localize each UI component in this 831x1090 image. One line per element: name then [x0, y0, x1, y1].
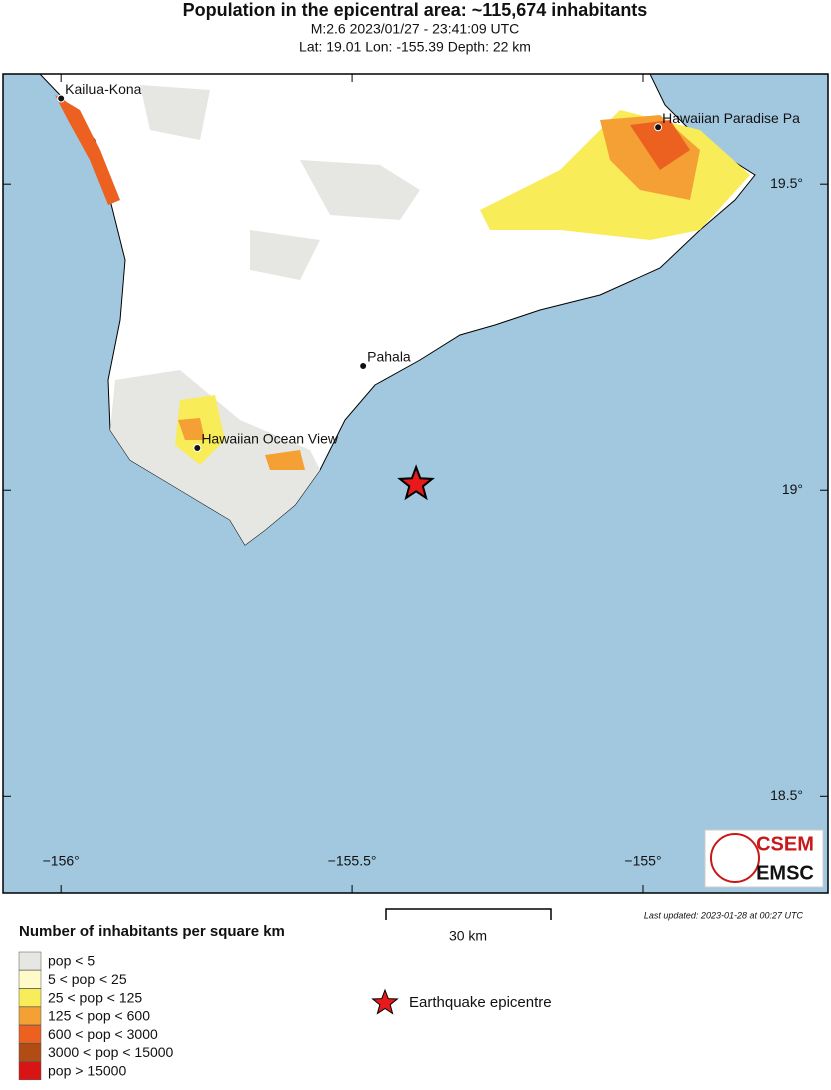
epicentre [397, 464, 435, 501]
scale-label: 30 km [449, 928, 487, 944]
legend-label: 125 < pop < 600 [48, 1008, 150, 1024]
place-label: Hawaiian Paradise Pa [662, 110, 800, 126]
place-dot [359, 361, 368, 370]
pop-area [110, 370, 320, 545]
logo-text: CSEM [756, 833, 814, 855]
place-dot [57, 94, 66, 103]
legend-label: pop > 15000 [48, 1063, 126, 1079]
lon-label: −156° [43, 853, 80, 869]
logo-box [704, 829, 824, 888]
subtitle: Lat: 19.01 Lon: -155.39 Depth: 22 km [299, 39, 531, 55]
legend-label: pop < 5 [48, 953, 95, 969]
pop-area [178, 418, 305, 470]
logo-globe [710, 833, 760, 883]
legend-swatch [18, 1043, 42, 1062]
legend-title: Number of inhabitants per square km [19, 923, 285, 940]
legend-swatch [18, 1024, 42, 1044]
legend-swatch [18, 970, 42, 989]
legend-label: Earthquake epicentre [409, 994, 552, 1011]
lat-label: 19.5° [770, 175, 803, 191]
place-dot [654, 123, 663, 132]
logo: CSEM EMSC [704, 829, 824, 888]
pop-area [140, 85, 420, 280]
place-label: Kailua-Kona [65, 81, 141, 97]
title: Population in the epicentral area: ~115,… [183, 0, 648, 20]
lat-label: 18.5° [770, 787, 803, 803]
place-dot [193, 443, 202, 452]
place-label: Pahala [367, 349, 411, 365]
legend-label: 5 < pop < 25 [48, 971, 127, 987]
logo-text: EMSC [756, 862, 814, 884]
lon-label: −155.5° [328, 853, 377, 869]
legend-swatch [18, 1006, 42, 1026]
map-area [3, 74, 828, 893]
subtitle: M:2.6 2023/01/27 - 23:41:09 UTC [311, 21, 520, 37]
place-label: Hawaiian Ocean View [201, 431, 339, 447]
legend-swatch [18, 951, 42, 971]
lat-label: 19° [782, 481, 803, 497]
legend-swatch [18, 1061, 42, 1081]
legend-label: 25 < pop < 125 [48, 989, 142, 1005]
map-frame [2, 73, 829, 894]
legend-epicentre [371, 988, 399, 1015]
legend-swatch [18, 988, 42, 1007]
legend-label: 3000 < pop < 15000 [48, 1044, 174, 1060]
legend-label: 600 < pop < 3000 [48, 1026, 158, 1042]
last-updated: Last updated: 2023-01-28 at 00:27 UTC [644, 910, 804, 920]
lon-label: −155° [624, 853, 661, 869]
scale-bar [385, 908, 552, 920]
